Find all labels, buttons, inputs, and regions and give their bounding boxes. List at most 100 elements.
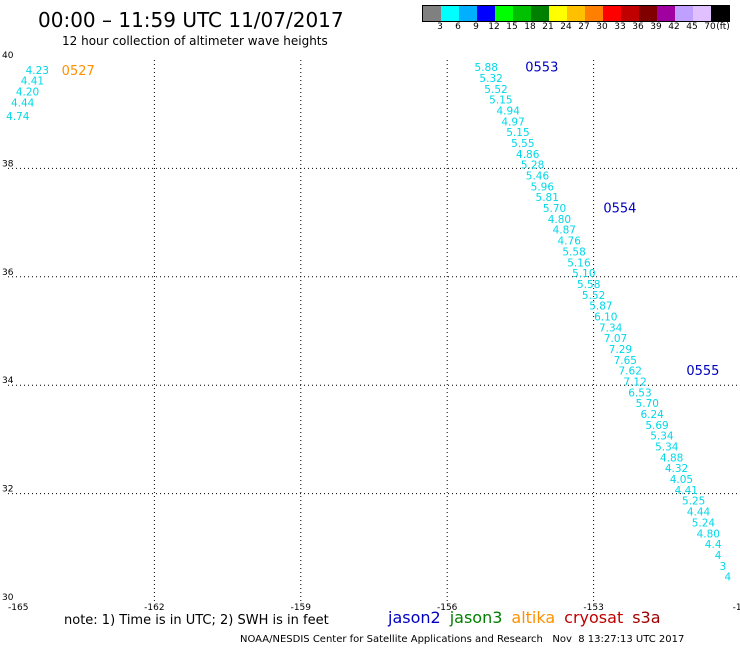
- x-tick-label: -162: [144, 603, 164, 613]
- wave-height-value: 4.23: [26, 65, 49, 77]
- wave-height-value: 5.15: [506, 127, 529, 139]
- y-tick-label: 36: [2, 268, 14, 278]
- color-scale-unit: (ft): [716, 22, 730, 32]
- wave-height-value: 5.32: [479, 73, 502, 85]
- wave-height-value: 4.20: [16, 87, 39, 99]
- wave-height-value: 5.24: [692, 517, 716, 529]
- color-swatch: [513, 6, 531, 21]
- page-subtitle: 12 hour collection of altimeter wave hei…: [62, 34, 328, 48]
- color-scale-labels: 3 6 9 12 15 18 21 24 27 30 33 36 39 42 45 70 (ft): [422, 22, 740, 34]
- mission-legend-entry: altika: [511, 608, 556, 627]
- color-scale-label: 42: [668, 22, 680, 32]
- pass-time-labels: 0527 0553 0554 0555: [62, 61, 720, 380]
- color-swatch: [675, 6, 693, 21]
- wave-height-value: 4.80: [548, 214, 571, 226]
- wave-height-value: 5.55: [511, 138, 534, 150]
- page-title: 00:00 – 11:59 UTC 11/07/2017: [38, 8, 344, 32]
- color-scale-label: 3: [437, 22, 443, 32]
- color-scale-label: 12: [488, 22, 500, 32]
- color-scale-label: 33: [614, 22, 626, 32]
- color-swatch: [477, 6, 495, 21]
- wave-height-value: 4.94: [497, 105, 521, 117]
- color-scale-label: 15: [506, 22, 518, 32]
- color-scale-label: 45: [686, 22, 698, 32]
- wave-height-value: 5.16: [567, 257, 591, 269]
- y-tick-label: 40: [2, 51, 14, 61]
- mission-legend-entry: jason2: [388, 608, 441, 627]
- color-scale-label: 24: [560, 22, 572, 32]
- pass-time-label: 0555: [686, 364, 719, 379]
- color-swatch: [441, 6, 459, 21]
- wave-height-value: 4.44: [11, 97, 35, 109]
- wave-height-value: 4: [724, 572, 731, 584]
- wave-height-value: 5.25: [682, 496, 705, 508]
- wave-height-value: 6.53: [628, 387, 651, 399]
- wave-height-value: 7.62: [619, 366, 642, 378]
- pass-time-label: 0527: [62, 64, 95, 79]
- wave-height-value: 4: [715, 550, 722, 562]
- wave-height-value: 4.87: [553, 225, 576, 237]
- color-swatch: [639, 6, 657, 21]
- wave-height-value: 4.86: [516, 149, 540, 161]
- wave-height-value: 7.29: [609, 344, 632, 356]
- wave-height-value: 5.58: [562, 246, 585, 258]
- color-swatch: [531, 6, 549, 21]
- wave-height-value: 5.69: [645, 420, 668, 432]
- wave-height-value: 5.58: [577, 279, 600, 291]
- wave-height-value: 4.41: [675, 485, 698, 497]
- wave-height-value: 4.97: [501, 116, 524, 128]
- color-scale-label: 9: [473, 22, 479, 32]
- wave-height-value: 4.32: [665, 463, 688, 475]
- wave-height-value: 5.70: [636, 398, 659, 410]
- color-scale-label: 70: [704, 22, 716, 32]
- x-tick-label: -156: [437, 603, 458, 613]
- color-scale-label: 21: [542, 22, 554, 32]
- wave-height-value: 4.76: [558, 236, 582, 248]
- wave-height-value: 4.74: [6, 111, 30, 123]
- wave-height-value: 3: [720, 561, 727, 573]
- wave-height-value: 5.46: [526, 171, 550, 183]
- color-swatch: [567, 6, 585, 21]
- color-swatch: [423, 6, 441, 21]
- wave-height-value: 5.87: [589, 301, 612, 313]
- data-values: 4.234.414.204.444.745.885.325.525.154.94…: [6, 62, 731, 583]
- color-swatch: [711, 6, 729, 21]
- color-scale-label: 39: [650, 22, 662, 32]
- wave-height-value: 4.88: [660, 452, 683, 464]
- mission-legend-entry: jason3: [449, 608, 503, 627]
- wave-height-value: 5.88: [475, 62, 498, 74]
- wave-height-value: 4.80: [697, 528, 720, 540]
- mission-legend-entry: cryosat: [564, 608, 624, 627]
- wave-height-value: 5.81: [536, 192, 559, 204]
- pass-time-label: 0553: [525, 61, 558, 76]
- color-scale-label: 27: [578, 22, 590, 32]
- wave-height-value: 7.12: [623, 376, 646, 388]
- wave-height-value: 5.10: [572, 268, 595, 280]
- wave-height-value: 4.41: [21, 76, 44, 88]
- wave-height-value: 5.52: [484, 84, 507, 96]
- y-tick-label: 34: [2, 376, 14, 386]
- units-note: note: 1) Time is in UTC; 2) SWH is in fe…: [64, 613, 329, 628]
- color-swatch: [657, 6, 675, 21]
- wave-height-value: 6.10: [594, 311, 617, 323]
- footer-credit: NOAA/NESDIS Center for Satellite Applica…: [240, 634, 685, 645]
- wave-height-value: 5.15: [489, 95, 512, 107]
- x-tick-label: -165: [8, 603, 28, 613]
- wave-height-value: 7.65: [614, 355, 637, 367]
- wave-height-value: 5.52: [582, 290, 605, 302]
- grid-lines: [8, 60, 740, 602]
- mission-legend-entry: s3a: [632, 608, 661, 627]
- color-swatch: [585, 6, 603, 21]
- color-swatch: [495, 6, 513, 21]
- pass-time-label: 0554: [603, 202, 636, 217]
- y-tick-label: 38: [2, 159, 14, 169]
- color-scale-label: 30: [596, 22, 608, 32]
- y-tick-label: 32: [2, 485, 13, 495]
- color-swatch: [459, 6, 477, 21]
- color-scale-bar: [422, 5, 730, 22]
- color-swatch: [693, 6, 711, 21]
- wave-height-value: 5.28: [521, 160, 544, 172]
- wave-height-value: 7.34: [599, 322, 623, 334]
- y-tick-label: 30: [2, 593, 14, 603]
- mission-legend: jason2 jason3 altika cryosat s3a: [388, 608, 670, 627]
